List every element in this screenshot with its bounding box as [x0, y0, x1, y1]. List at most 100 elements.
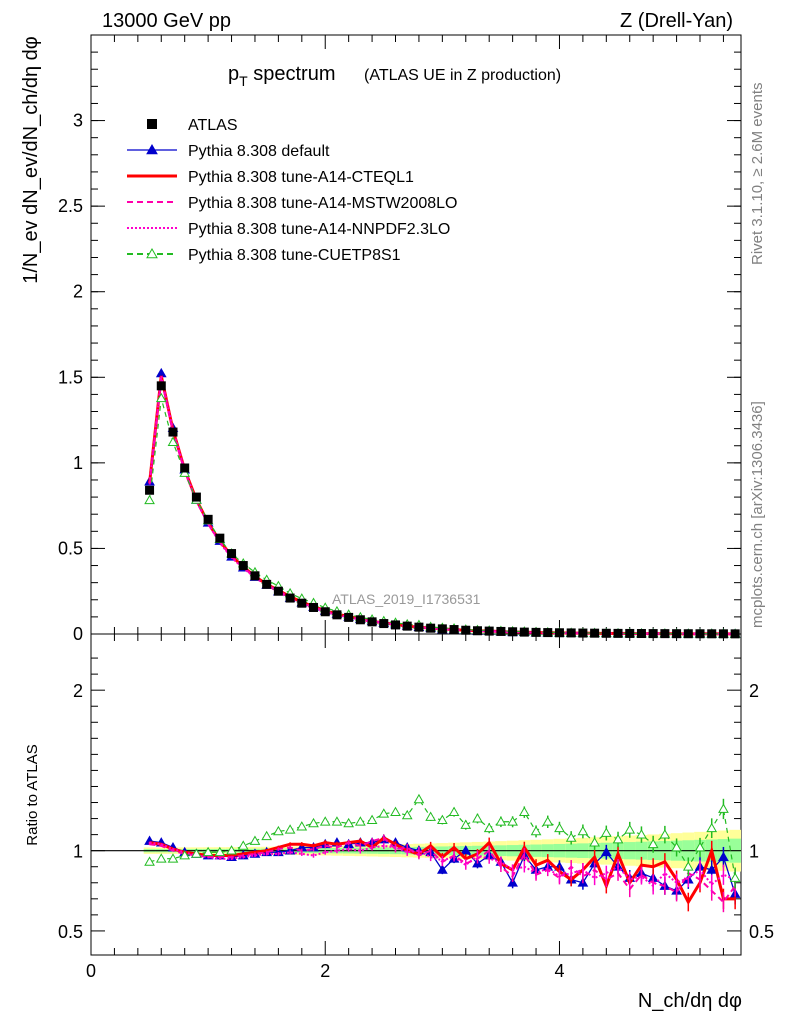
- ratio-point: [518, 806, 530, 817]
- ratio-point: [718, 803, 729, 813]
- legend-marker-0: [147, 119, 157, 129]
- ratio-point: [542, 816, 554, 826]
- atlas-data-point: [426, 623, 436, 633]
- ratio-point: [729, 872, 741, 882]
- ratio-point: [483, 822, 495, 833]
- main-point: [155, 367, 167, 378]
- ratio-point: [273, 825, 284, 836]
- atlas-data-point: [695, 629, 705, 639]
- x-tick-label: 2: [320, 961, 330, 981]
- legend-label-1: Pythia 8.308 default: [188, 143, 330, 160]
- atlas-data-point: [156, 381, 166, 391]
- atlas-data-point: [262, 579, 272, 589]
- ratio-point: [226, 845, 237, 855]
- ratio-point: [600, 846, 612, 857]
- atlas-data-point: [508, 627, 518, 637]
- atlas-data-point: [683, 629, 693, 639]
- legend-label-4: Pythia 8.308 tune-A14-NNPDF2.3LO: [188, 221, 450, 238]
- x-axis-label: N_ch/dη dφ: [638, 990, 742, 1012]
- atlas-data-point: [379, 619, 389, 629]
- rivet-label: Rivet 3.1.10, ≥ 2.6M events: [749, 83, 766, 266]
- ratio-point: [460, 845, 472, 855]
- ratio-y-tick-label-right: 2: [749, 681, 759, 701]
- atlas-data-point: [672, 629, 682, 639]
- legend-label-5: Pythia 8.308 tune-CUETP8S1: [188, 247, 401, 264]
- ratio-point: [682, 861, 694, 871]
- ratio-point: [167, 853, 179, 863]
- atlas-data-point: [578, 628, 588, 638]
- atlas-data-point: [718, 629, 728, 639]
- atlas-data-point: [730, 629, 740, 639]
- ratio-point: [155, 853, 167, 863]
- ratio-y-tick-label: 0.5: [58, 922, 83, 942]
- ratio-point: [472, 813, 483, 823]
- legend-marker-5: [146, 247, 158, 259]
- ratio-point: [401, 809, 413, 820]
- ratio-y-tick-label: 2: [73, 681, 83, 701]
- atlas-data-point: [707, 629, 717, 639]
- atlas-data-point: [145, 485, 155, 495]
- ratio-point: [706, 864, 718, 874]
- main-ylabel: 1/N_ev dN_ev/dN_ch/dη dφ: [20, 36, 42, 284]
- ratio-point: [436, 864, 448, 874]
- ratio-point: [425, 811, 437, 821]
- x-tick-label: 0: [86, 961, 96, 981]
- atlas-data-point: [566, 628, 576, 638]
- main-y-tick-label: 0.5: [58, 538, 83, 558]
- atlas-data-point: [215, 533, 225, 543]
- legend-label-3: Pythia 8.308 tune-A14-MSTW2008LO: [188, 195, 457, 212]
- ratio-point: [296, 821, 308, 831]
- ratio-point: [589, 837, 600, 847]
- ratio-y-tick-label: 1: [73, 842, 83, 862]
- ratio-point: [366, 814, 378, 825]
- atlas-data-point: [660, 629, 670, 639]
- title-main: p: [228, 63, 239, 85]
- ratio-point: [565, 832, 577, 842]
- ratio-point: [214, 846, 226, 857]
- ratio-point: [202, 846, 214, 857]
- atlas-data-point: [496, 626, 506, 636]
- ratio-point: [460, 819, 472, 829]
- atlas-data-point: [344, 612, 354, 622]
- atlas-data-point: [320, 607, 330, 617]
- main-y-tick-label: 1: [73, 453, 83, 473]
- ratio-ylabel: Ratio to ATLAS: [24, 744, 41, 845]
- plot-title: pT spectrum: [228, 63, 336, 89]
- legend: ATLAS Pythia 8.308 default Pythia 8.308 tu…: [127, 117, 457, 264]
- main-y-tick-label: 1.5: [58, 367, 83, 387]
- legend-label-2: Pythia 8.308 tune-A14-CTEQL1: [188, 169, 414, 186]
- ratio-point: [390, 806, 401, 817]
- atlas-data-point: [449, 625, 459, 635]
- ratio-axes: 0.5 0.5 1 1 2 2 0 2 4: [58, 634, 774, 981]
- main-point: [155, 392, 167, 403]
- atlas-data-point: [554, 628, 564, 638]
- ratio-point: [507, 816, 518, 826]
- atlas-data-point: [168, 427, 178, 437]
- main-series: [144, 367, 741, 639]
- ratio-point: [343, 817, 355, 828]
- plot-title-note: (ATLAS UE in Z production): [364, 67, 561, 84]
- atlas-data-point: [414, 622, 424, 632]
- ratio-point: [507, 877, 518, 887]
- ratio-point: [636, 829, 647, 839]
- main-axes: 0 0.5 1 1.5 2 2.5 3: [58, 35, 741, 644]
- ratio-point: [355, 816, 366, 826]
- atlas-data-point: [391, 620, 401, 630]
- process-label: Z (Drell-Yan): [620, 10, 733, 32]
- ratio-point: [706, 822, 718, 833]
- ratio-point: [495, 816, 507, 826]
- ratio-point: [671, 841, 682, 852]
- legend-marker-1: [146, 143, 158, 155]
- atlas-data-point: [180, 463, 190, 473]
- ratio-point: [554, 822, 565, 833]
- atlas-data-point: [203, 514, 213, 524]
- ratio-point: [612, 833, 624, 844]
- main-point: [144, 494, 155, 505]
- atlas-data-point: [590, 628, 600, 638]
- atlas-data-point: [519, 627, 529, 637]
- ratio-point: [718, 851, 729, 861]
- atlas-data-point: [461, 625, 471, 635]
- ratio-point: [144, 856, 155, 866]
- ratio-frame: [90, 633, 742, 956]
